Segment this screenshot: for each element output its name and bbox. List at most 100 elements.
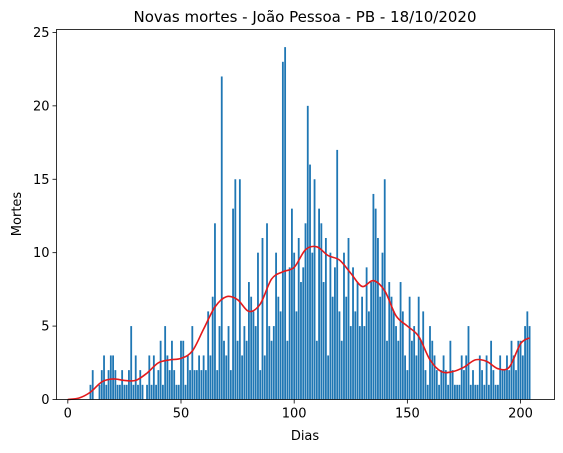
bar xyxy=(494,384,497,400)
bar xyxy=(238,179,241,400)
bar xyxy=(483,384,486,400)
bar xyxy=(250,296,253,400)
bar xyxy=(198,355,201,400)
bar xyxy=(354,311,357,400)
bar xyxy=(485,355,488,400)
bar xyxy=(392,311,395,400)
bar xyxy=(109,355,112,400)
y-axis-label: Mortes xyxy=(10,192,25,237)
bar xyxy=(209,355,212,400)
bar xyxy=(456,384,459,400)
bar xyxy=(397,340,400,400)
x-tick-label: 100 xyxy=(282,407,307,422)
bar xyxy=(234,179,237,400)
bar xyxy=(390,296,393,400)
bar xyxy=(413,326,416,400)
bar xyxy=(422,311,425,400)
plot-frame xyxy=(56,29,555,400)
bar xyxy=(248,282,250,400)
y-tick-label: 15 xyxy=(33,173,50,188)
bar xyxy=(173,370,176,400)
bar xyxy=(519,340,522,400)
bar xyxy=(220,76,223,400)
bar xyxy=(200,370,203,400)
bar xyxy=(100,370,103,400)
bar xyxy=(189,370,191,400)
bar xyxy=(526,311,529,400)
bar xyxy=(259,370,262,400)
bar xyxy=(474,384,477,400)
bar xyxy=(465,355,468,400)
bar xyxy=(521,355,524,400)
bar xyxy=(349,326,352,400)
bar xyxy=(415,355,418,400)
bar xyxy=(315,340,318,400)
bar xyxy=(322,282,325,400)
bar xyxy=(426,384,429,400)
bar xyxy=(272,326,275,400)
bar xyxy=(277,296,280,400)
bar xyxy=(478,355,481,400)
bar xyxy=(302,267,305,400)
bar xyxy=(202,355,205,400)
bar xyxy=(386,340,388,400)
bar xyxy=(388,282,391,400)
bar xyxy=(395,326,397,400)
bar xyxy=(98,384,101,400)
bar xyxy=(175,384,178,400)
bar xyxy=(288,267,291,400)
bar xyxy=(379,296,382,400)
bar xyxy=(410,340,413,400)
bar xyxy=(125,384,128,400)
bar xyxy=(343,252,345,400)
bar xyxy=(358,326,361,400)
bar xyxy=(512,355,515,400)
bar xyxy=(218,326,221,400)
bar xyxy=(367,311,370,400)
bar xyxy=(508,370,511,400)
bar xyxy=(214,223,216,400)
y-axis: 0 5 10 15 20 25 xyxy=(33,26,57,408)
bar xyxy=(164,326,167,400)
bar xyxy=(417,296,420,400)
bar xyxy=(487,384,490,400)
bar xyxy=(91,370,94,400)
bar xyxy=(281,61,284,400)
y-tick-label: 20 xyxy=(33,99,50,114)
x-axis-label: Dias xyxy=(291,429,320,444)
bar xyxy=(503,370,506,400)
bar xyxy=(515,370,517,400)
bar xyxy=(146,384,148,400)
bar xyxy=(139,370,142,400)
bar xyxy=(103,355,105,400)
bar xyxy=(134,355,137,400)
bar xyxy=(225,355,228,400)
bar xyxy=(453,384,456,400)
x-tick-label: 50 xyxy=(173,407,190,422)
bar xyxy=(232,208,234,400)
bar xyxy=(132,384,135,400)
bar xyxy=(295,311,298,400)
bar xyxy=(442,355,445,400)
bar xyxy=(241,355,244,400)
bar xyxy=(408,296,411,400)
bar xyxy=(492,370,495,400)
bar xyxy=(440,370,443,400)
chart-title: Novas mortes - João Pessoa - PB - 18/10/… xyxy=(133,8,476,26)
bar xyxy=(207,311,210,400)
bar xyxy=(406,370,409,400)
bar xyxy=(490,340,493,400)
bar xyxy=(291,208,293,400)
trend-line xyxy=(67,245,531,401)
bar xyxy=(184,384,187,400)
bar xyxy=(327,355,330,400)
bar xyxy=(211,296,214,400)
bar xyxy=(186,355,189,400)
bar xyxy=(377,237,379,400)
bar xyxy=(128,370,130,400)
bar xyxy=(177,384,180,400)
bar xyxy=(320,223,323,400)
bar xyxy=(171,340,173,400)
bar xyxy=(204,370,207,400)
